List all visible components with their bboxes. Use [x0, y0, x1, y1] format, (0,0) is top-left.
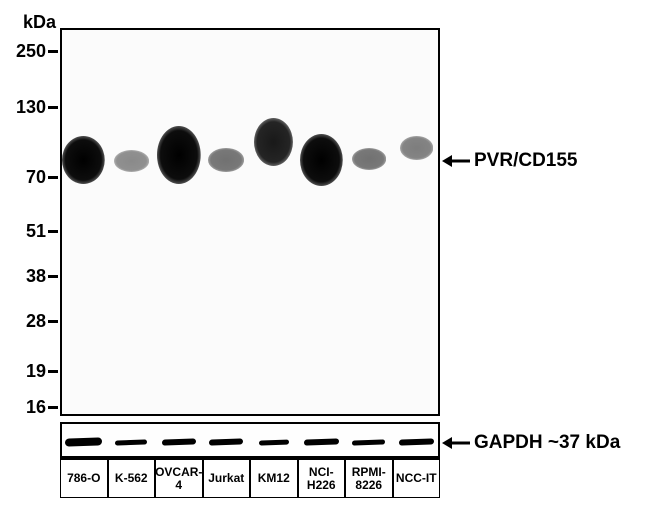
- mw-value: 38: [10, 266, 46, 287]
- mw-tick: [48, 370, 58, 373]
- main-blot-band: [62, 136, 105, 184]
- lane-label-text: NCC-IT: [396, 472, 437, 485]
- main-blot-frame: [60, 28, 440, 416]
- mw-tick: [48, 320, 58, 323]
- mw-value: 130: [10, 97, 46, 118]
- main-blot-band: [114, 150, 149, 172]
- main-blot-band: [157, 126, 201, 184]
- arrow-left-icon: [442, 152, 470, 170]
- kda-unit-label: kDa: [10, 12, 56, 33]
- lane-label-text: Jurkat: [208, 472, 244, 485]
- mw-tick: [48, 50, 58, 53]
- mw-marker: 28: [10, 311, 58, 332]
- western-blot-figure: kDa 250 130 70 51 38 28 19 16 PVR/CD155 GAPDH ~…: [8, 8, 637, 503]
- arrow-left-icon: [442, 434, 470, 452]
- mw-value: 19: [10, 361, 46, 382]
- main-blot-band: [254, 118, 293, 166]
- main-blot-band: [400, 136, 433, 160]
- mw-tick: [48, 230, 58, 233]
- main-blot-band: [208, 148, 244, 172]
- gapdh-label: GAPDH ~37 kDa: [474, 432, 620, 454]
- lane-label: K-562: [108, 458, 156, 498]
- gapdh-arrow-label: GAPDH ~37 kDa: [442, 432, 620, 454]
- target-protein-label: PVR/CD155: [474, 150, 578, 172]
- mw-tick: [48, 406, 58, 409]
- mw-tick: [48, 275, 58, 278]
- mw-value: 250: [10, 41, 46, 62]
- lane-label: OVCAR-4: [155, 458, 203, 498]
- gapdh-band: [209, 438, 243, 445]
- lane-label: KM12: [250, 458, 298, 498]
- mw-marker: 51: [10, 221, 58, 242]
- mw-marker: 19: [10, 361, 58, 382]
- target-arrow-label: PVR/CD155: [442, 150, 578, 172]
- mw-marker: 38: [10, 266, 58, 287]
- lane-label: Jurkat: [203, 458, 251, 498]
- main-blot-band: [300, 134, 343, 186]
- lane-label-text: OVCAR-4: [155, 466, 202, 491]
- mw-value: 16: [10, 397, 46, 418]
- gapdh-band: [65, 437, 102, 446]
- mw-tick: [48, 106, 58, 109]
- lane-label-text: K-562: [115, 472, 148, 485]
- gapdh-band: [304, 438, 339, 445]
- gapdh-band: [259, 439, 289, 445]
- mw-value: 70: [10, 167, 46, 188]
- mw-value: 51: [10, 221, 46, 242]
- mw-marker: 16: [10, 397, 58, 418]
- gapdh-band: [352, 439, 385, 445]
- main-blot-band: [352, 148, 386, 170]
- lane-label: NCC-IT: [393, 458, 441, 498]
- gapdh-band: [399, 438, 434, 445]
- lane-label-text: NCI-H226: [307, 466, 336, 491]
- lane-label: NCI-H226: [298, 458, 346, 498]
- gapdh-band: [115, 439, 147, 445]
- mw-marker: 250: [10, 41, 58, 62]
- mw-value: 28: [10, 311, 46, 332]
- mw-tick: [48, 176, 58, 179]
- lane-label-text: RPMI-8226: [352, 466, 386, 491]
- lane-label-text: KM12: [258, 472, 290, 485]
- mw-marker: 130: [10, 97, 58, 118]
- lane-label: RPMI-8226: [345, 458, 393, 498]
- gapdh-band: [162, 438, 196, 445]
- lane-label: 786-O: [60, 458, 108, 498]
- mw-marker: 70: [10, 167, 58, 188]
- lane-label-text: 786-O: [67, 472, 100, 485]
